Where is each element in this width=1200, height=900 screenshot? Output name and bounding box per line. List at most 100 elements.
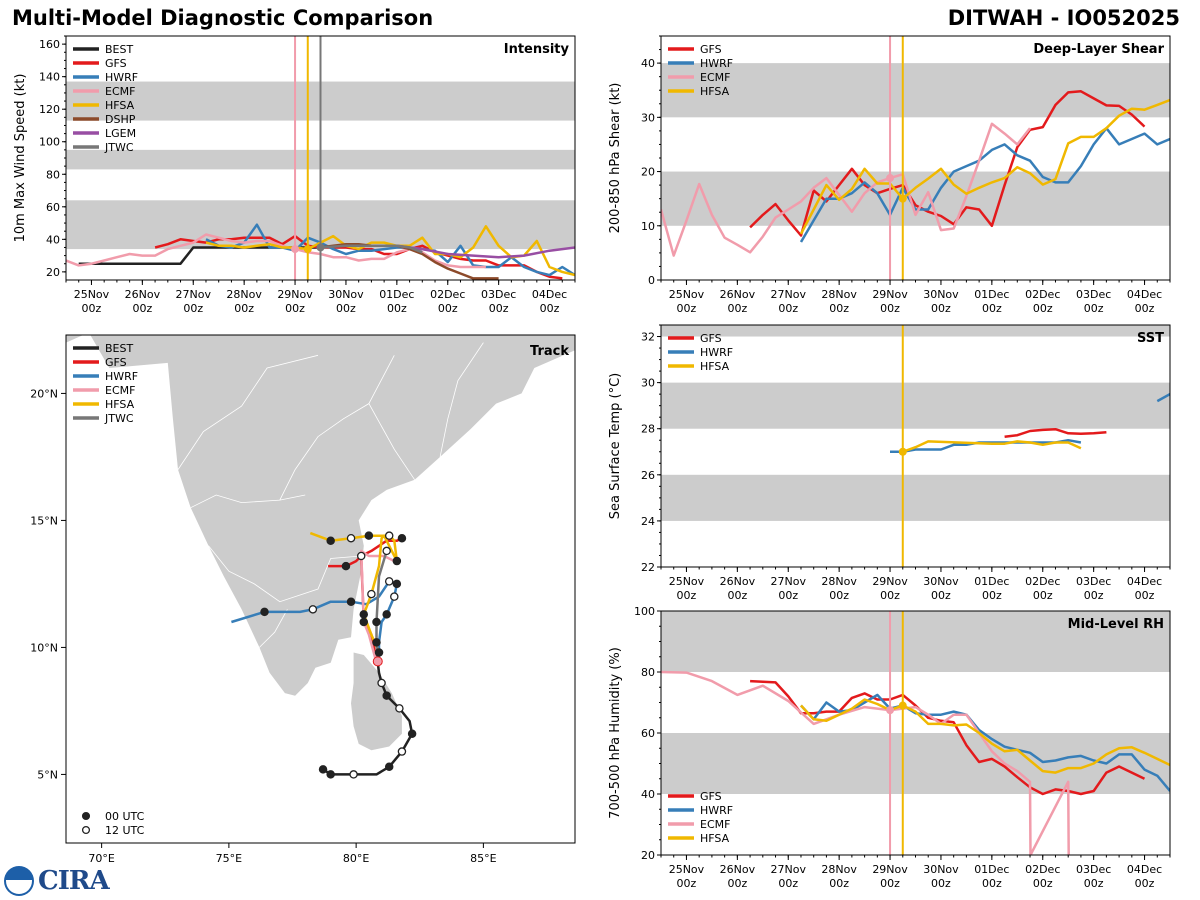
x-tick-label-hour: 00z bbox=[285, 302, 305, 315]
x-tick-label-date: 25Nov bbox=[74, 288, 110, 301]
init-marker-hfsa bbox=[898, 194, 907, 203]
y-tick-label: 60 bbox=[46, 201, 60, 214]
x-tick-label-hour: 00z bbox=[727, 877, 747, 890]
track-marker-12utc bbox=[356, 551, 366, 561]
y-tick-label: 24 bbox=[641, 515, 655, 528]
plot-area bbox=[661, 325, 1170, 567]
shaded-band-0 bbox=[661, 171, 1170, 226]
shaded-band-2 bbox=[661, 325, 1170, 337]
cira-logo: CIRA bbox=[38, 866, 110, 896]
series-line-hwrf bbox=[800, 693, 1170, 792]
track-marker-12utc bbox=[397, 747, 407, 756]
x-tick-label-date: 28Nov bbox=[226, 288, 262, 301]
track-marker-00utc bbox=[372, 638, 381, 647]
legend-label-gfs: GFS bbox=[105, 356, 127, 369]
x-tick-label-date: 03Dec bbox=[481, 288, 516, 301]
x-tick-label: 80°E bbox=[343, 852, 369, 865]
x-tick-label-hour: 00z bbox=[931, 302, 951, 315]
marker-legend-symbol bbox=[81, 811, 91, 821]
legend-label-best: BEST bbox=[105, 43, 133, 56]
x-tick-label-hour: 00z bbox=[677, 589, 697, 602]
x-tick-label: 70°E bbox=[88, 852, 114, 865]
track-marker-00utc bbox=[326, 536, 335, 545]
x-tick-label-date: 29Nov bbox=[872, 863, 908, 876]
state-border-2 bbox=[259, 609, 288, 648]
x-tick-label-date: 30Nov bbox=[923, 863, 959, 876]
x-tick-label: 85°E bbox=[470, 852, 496, 865]
x-tick-label-hour: 00z bbox=[183, 302, 203, 315]
y-tick-label: 10°N bbox=[30, 641, 58, 654]
y-tick-label: 120 bbox=[39, 103, 60, 116]
x-tick-label-hour: 00z bbox=[931, 877, 951, 890]
x-tick-label-hour: 00z bbox=[1084, 589, 1104, 602]
x-tick-label-hour: 00z bbox=[880, 302, 900, 315]
x-tick-label-hour: 00z bbox=[1033, 877, 1053, 890]
legend-label-hfsa: HFSA bbox=[105, 398, 135, 411]
marker-legend-label: 12 UTC bbox=[105, 824, 145, 837]
current-position-marker bbox=[372, 656, 383, 667]
series-line-gfs bbox=[749, 90, 1146, 237]
legend-label-lgem: LGEM bbox=[105, 127, 136, 140]
x-tick-label-hour: 00z bbox=[438, 302, 458, 315]
x-tick-label-hour: 00z bbox=[387, 302, 407, 315]
x-tick-label-date: 25Nov bbox=[669, 575, 705, 588]
land-india bbox=[66, 335, 575, 696]
plot-area bbox=[661, 36, 1170, 280]
y-tick-label: 80 bbox=[641, 666, 655, 679]
x-tick-label-date: 26Nov bbox=[125, 288, 161, 301]
y-tick-label: 80 bbox=[46, 168, 60, 181]
legend-label-gfs: GFS bbox=[105, 57, 127, 70]
track-marker-00utc bbox=[318, 765, 328, 774]
series-line-hwrf_late bbox=[1156, 393, 1170, 403]
x-tick-label-date: 29Nov bbox=[872, 575, 908, 588]
track-marker-00utc bbox=[392, 556, 402, 566]
series-line-hwrf bbox=[799, 126, 1170, 243]
y-tick-label: 26 bbox=[641, 469, 655, 482]
x-tick-label-date: 04Dec bbox=[1127, 288, 1162, 301]
track-marker-12utc bbox=[382, 546, 391, 556]
track-marker-00utc bbox=[384, 762, 394, 772]
x-tick-label-date: 28Nov bbox=[821, 575, 857, 588]
init-marker-ecmf bbox=[886, 706, 895, 715]
x-tick-label-date: 30Nov bbox=[923, 288, 959, 301]
series-line-ecmf bbox=[661, 670, 1070, 855]
x-tick-label-hour: 00z bbox=[336, 302, 356, 315]
y-tick-label: 0 bbox=[648, 274, 655, 287]
track-marker-00utc bbox=[260, 607, 269, 617]
x-tick-label-hour: 00z bbox=[1033, 589, 1053, 602]
legend-label-dshp: DSHP bbox=[105, 113, 136, 126]
x-tick-label-date: 02Dec bbox=[430, 288, 465, 301]
main-title: Multi-Model Diagnostic Comparison bbox=[12, 6, 434, 30]
track-marker-00utc bbox=[341, 561, 351, 571]
y-tick-label: 20°N bbox=[30, 387, 58, 400]
x-tick-label-hour: 00z bbox=[489, 302, 509, 315]
legend-label-ecmf: ECMF bbox=[700, 818, 730, 831]
track-marker-12utc bbox=[377, 678, 386, 688]
x-tick-label-date: 04Dec bbox=[1127, 575, 1162, 588]
track-marker-12utc bbox=[395, 704, 404, 713]
track-marker-00utc bbox=[407, 729, 417, 739]
legend-label-ecmf: ECMF bbox=[105, 384, 135, 397]
y-tick-label: 40 bbox=[641, 57, 655, 70]
legend-label-hfsa: HFSA bbox=[700, 832, 730, 845]
x-tick-label-date: 04Dec bbox=[532, 288, 567, 301]
state-border-6 bbox=[439, 342, 484, 457]
x-tick-label-hour: 00z bbox=[1135, 302, 1155, 315]
rh-panel: 2040608010025Nov00z26Nov00z27Nov00z28Nov… bbox=[608, 605, 1171, 890]
x-tick-label-date: 02Dec bbox=[1025, 863, 1060, 876]
x-tick-label-hour: 00z bbox=[829, 302, 849, 315]
x-tick-label-hour: 00z bbox=[778, 589, 798, 602]
x-tick-label-date: 03Dec bbox=[1076, 288, 1111, 301]
storm-title: DITWAH - IO052025 bbox=[947, 6, 1180, 30]
y-tick-label: 5°N bbox=[37, 768, 58, 781]
init-marker-ecmf bbox=[291, 245, 300, 254]
sst-panel: 22242628303225Nov00z26Nov00z27Nov00z28No… bbox=[608, 324, 1171, 602]
init-marker-hfsa bbox=[898, 701, 907, 710]
series-line-hfsa bbox=[799, 98, 1170, 235]
x-tick-label-hour: 00z bbox=[677, 877, 697, 890]
y-tick-label: 30 bbox=[641, 377, 655, 390]
panel-title: SST bbox=[1137, 331, 1164, 346]
shaded-band-0 bbox=[661, 474, 1170, 521]
y-tick-label: 100 bbox=[39, 136, 60, 149]
track-marker-00utc bbox=[364, 531, 374, 540]
